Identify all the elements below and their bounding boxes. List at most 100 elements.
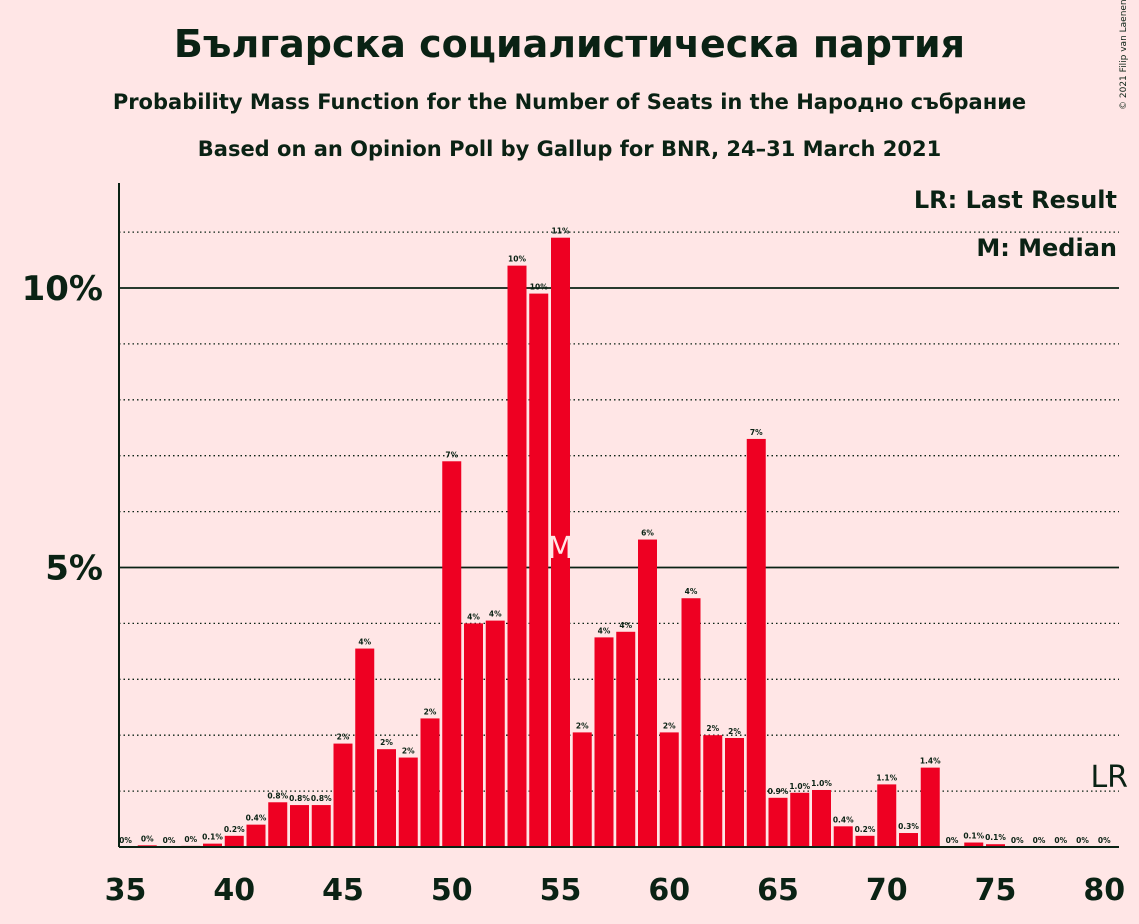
bar-value-label: 0% xyxy=(1098,836,1111,845)
bar xyxy=(594,637,614,847)
bar-value-label: 4% xyxy=(358,638,371,647)
bar-value-label: 7% xyxy=(750,428,763,437)
bar xyxy=(616,631,636,847)
bar xyxy=(986,844,1005,847)
bar-value-label: 2% xyxy=(663,721,676,730)
bar-value-label: 0% xyxy=(1033,836,1046,845)
bar xyxy=(833,826,853,847)
bar-value-label: 4% xyxy=(467,612,480,621)
bar xyxy=(703,735,723,847)
y-tick-label: 10% xyxy=(22,269,103,309)
bar-value-label: 0.1% xyxy=(202,833,223,842)
bar-value-label: 2% xyxy=(706,724,719,733)
bar-value-label: 0% xyxy=(1011,836,1024,845)
bar-value-label: 0.1% xyxy=(963,832,984,841)
bar xyxy=(964,842,984,847)
bar-value-label: 1.1% xyxy=(876,773,897,782)
bar xyxy=(377,749,396,847)
x-tick-label: 55 xyxy=(540,873,582,908)
bar xyxy=(290,805,309,847)
bar-value-label: 0.1% xyxy=(985,833,1006,842)
x-tick-label: 35 xyxy=(105,873,147,908)
bar xyxy=(398,757,418,847)
bar-value-label: 0% xyxy=(119,836,132,845)
bar xyxy=(485,620,505,847)
bar-value-label: 0% xyxy=(946,836,959,845)
bar xyxy=(268,802,288,847)
bar-value-label: 0% xyxy=(163,836,176,845)
bar-value-label: 0% xyxy=(1054,836,1067,845)
bar-value-label: 11% xyxy=(552,227,570,236)
bar-value-label: 0% xyxy=(1076,836,1089,845)
bar-value-label: 6% xyxy=(641,529,654,538)
bar xyxy=(355,648,375,847)
bar xyxy=(311,805,331,847)
x-tick-label: 65 xyxy=(757,873,799,908)
bar-value-label: 2% xyxy=(424,707,437,716)
bar-value-label: 10% xyxy=(530,283,548,292)
bar-value-label: 0.9% xyxy=(768,787,789,796)
bar xyxy=(442,461,462,847)
bar-value-label: 0% xyxy=(184,835,197,844)
x-tick-label: 40 xyxy=(213,873,255,908)
legend-entry: LR: Last Result xyxy=(914,186,1117,214)
bar-value-label: 0.8% xyxy=(267,791,288,800)
x-tick-label: 70 xyxy=(866,873,908,908)
bar-value-label: 4% xyxy=(489,610,502,619)
bar xyxy=(899,833,918,847)
bar xyxy=(529,293,549,848)
bar xyxy=(551,237,570,847)
bar-value-label: 7% xyxy=(445,450,458,459)
bar-value-label: 0.4% xyxy=(833,815,854,824)
bar xyxy=(920,767,940,847)
bar xyxy=(507,265,527,847)
x-tick-label: 45 xyxy=(322,873,364,908)
bar-value-label: 2% xyxy=(337,733,350,742)
bar-value-label: 1.0% xyxy=(789,782,810,791)
bar-value-label: 4% xyxy=(619,621,632,630)
bar xyxy=(681,598,701,847)
bar-value-label: 0.3% xyxy=(898,822,919,831)
bar xyxy=(659,732,679,847)
bar-value-label: 2% xyxy=(576,721,589,730)
bar xyxy=(855,835,875,847)
bar-value-label: 0.2% xyxy=(224,825,245,834)
bar xyxy=(203,843,222,847)
bar-value-label: 1.0% xyxy=(811,779,832,788)
bar xyxy=(224,835,244,847)
bar-value-label: 0% xyxy=(141,834,154,843)
bar-value-label: 4% xyxy=(598,626,611,635)
bar xyxy=(746,438,766,847)
bar xyxy=(572,732,592,847)
bar-value-label: 4% xyxy=(685,587,698,596)
chart-subtitle-source: Based on an Opinion Poll by Gallup for B… xyxy=(197,137,942,161)
bar xyxy=(246,824,266,847)
bar-value-label: 1.4% xyxy=(920,757,941,766)
bar xyxy=(464,623,483,847)
median-marker: M xyxy=(548,531,574,566)
chart-title: Българска социалистическа партия xyxy=(173,22,966,66)
bar-value-label: 2% xyxy=(380,738,393,747)
bar-value-label: 0.4% xyxy=(246,814,267,823)
x-tick-label: 50 xyxy=(431,873,473,908)
bar xyxy=(638,539,657,847)
chart-subtitle: Probability Mass Function for the Number… xyxy=(112,90,1027,114)
x-tick-label: 60 xyxy=(648,873,690,908)
bar xyxy=(725,737,744,847)
bar-value-label: 2% xyxy=(728,727,741,736)
legend-entry: M: Median xyxy=(976,234,1117,262)
last-result-marker: LR xyxy=(1090,760,1128,795)
x-tick-label: 80 xyxy=(1083,873,1125,908)
y-tick-label: 5% xyxy=(45,549,103,589)
bar-value-label: 0.8% xyxy=(311,794,332,803)
bar-value-label: 2% xyxy=(402,747,415,756)
bar xyxy=(790,792,810,847)
bar xyxy=(812,789,831,847)
bar-value-label: 10% xyxy=(508,255,526,264)
bar xyxy=(333,743,353,847)
bar-value-label: 0.8% xyxy=(289,794,310,803)
bar xyxy=(420,718,440,847)
bar xyxy=(768,797,788,847)
bar xyxy=(877,784,897,847)
